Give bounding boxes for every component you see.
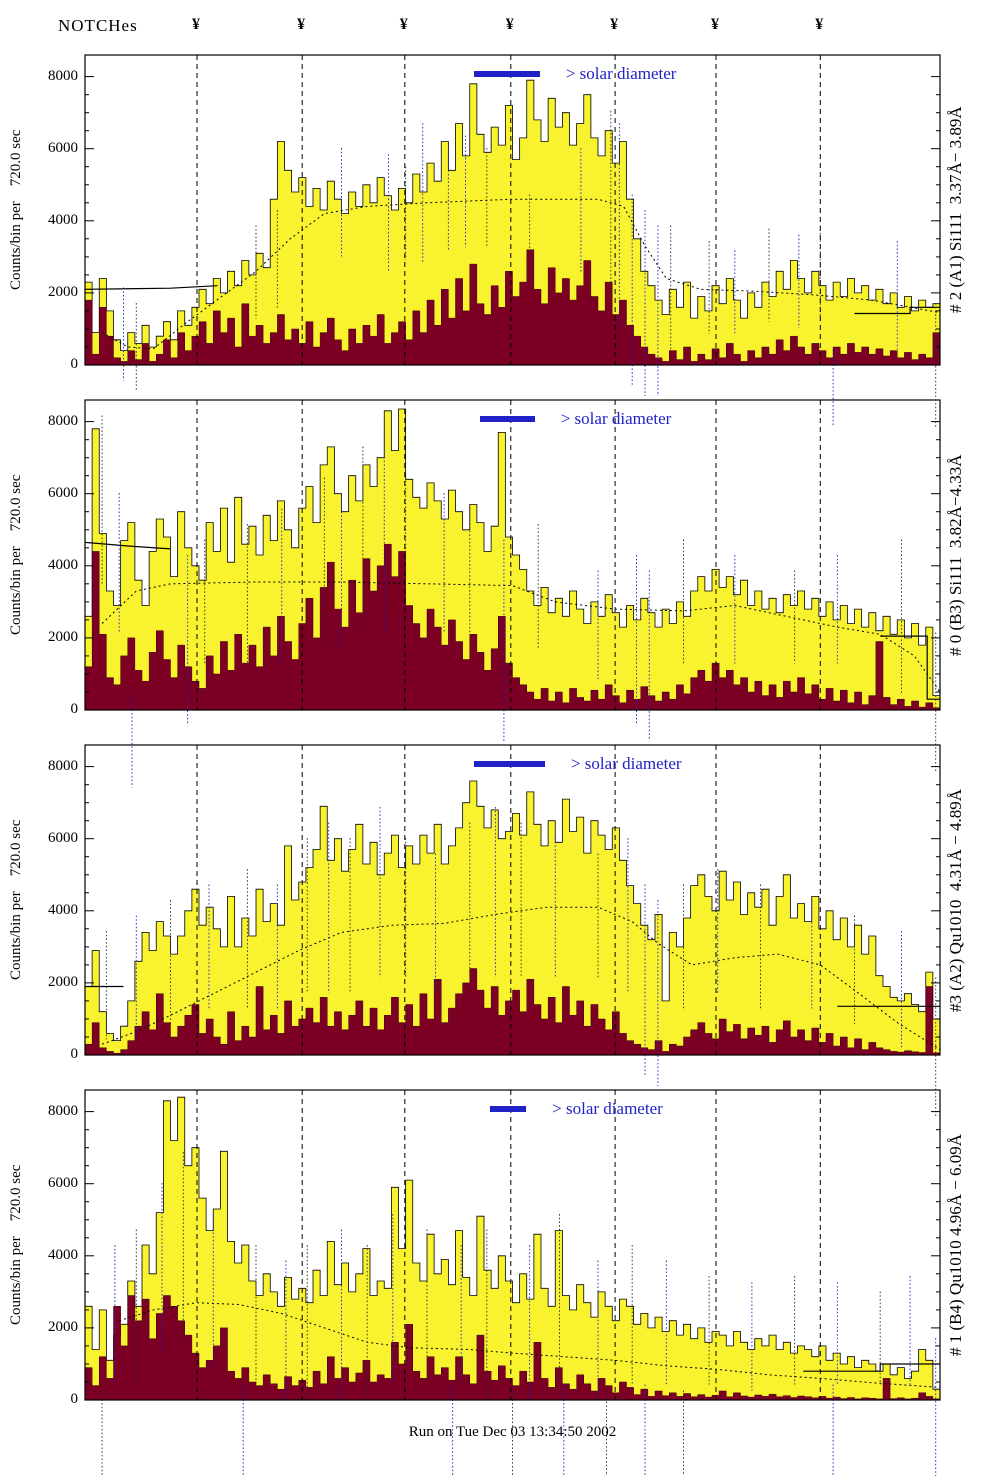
y-tick-label: 0 <box>70 356 79 372</box>
y-tick-label: 6000 <box>48 484 78 501</box>
background-solid-line <box>880 635 940 700</box>
solar-diameter-legend: > solar diameter <box>474 754 682 774</box>
solar-diameter-legend: > solar diameter <box>474 64 676 84</box>
y-axis-title: Counts/bin per 720.0 sec <box>8 129 24 291</box>
y-tick-label: 0 <box>70 1391 79 1407</box>
y-tick-label: 4000 <box>48 211 78 228</box>
plot-border <box>84 744 941 1056</box>
model-dotted-line <box>101 198 941 350</box>
yellow-histogram <box>84 780 941 1056</box>
darkred-histogram <box>84 249 941 366</box>
y-tick-label: 2000 <box>48 1318 78 1335</box>
y-tick-label: 4000 <box>48 1246 78 1263</box>
y-tick-label: 8000 <box>48 67 78 84</box>
solar-diameter-bar <box>474 761 545 767</box>
y-axis-title: Counts/bin per 720.0 sec <box>8 1164 24 1326</box>
channel-label: # 0 (B3) Si111 3.82Å−4.33Å <box>946 454 965 656</box>
y-tick-label: 6000 <box>48 829 78 846</box>
background-solid-line <box>854 306 940 315</box>
y-tick-label: 6000 <box>48 1174 78 1191</box>
y-tick-label: 0 <box>70 701 79 717</box>
background-solid-line <box>84 541 171 550</box>
panel-a1: Counts/bin per 720.0 sec > solar diamete… <box>0 54 1004 435</box>
run-timestamp: Run on Tue Dec 03 13:34:50 2002 <box>408 1424 617 1440</box>
notch-symbol: ¥ <box>399 16 408 33</box>
y-axis-title: Counts/bin per 720.0 sec <box>8 819 24 981</box>
model-dotted-line <box>101 906 941 1051</box>
notch-symbol: ¥ <box>505 16 514 33</box>
background-solid-line <box>803 1363 940 1372</box>
model-dotted-line <box>119 1302 941 1388</box>
notches-header: NOTCHes ¥ ¥ ¥ ¥ ¥ ¥ ¥ <box>0 16 1004 42</box>
background-solid-line <box>84 285 218 290</box>
solar-diameter-bar <box>474 71 540 77</box>
y-tick-label: 8000 <box>48 412 78 429</box>
channel-label: #3 (A2) Qu1010 4.31Å − 4.89Å <box>946 788 965 1012</box>
solar-diameter-label: > solar diameter <box>560 409 672 428</box>
yellow-histogram <box>84 79 941 366</box>
yellow-histogram <box>84 1096 941 1401</box>
y-tick-label: 2000 <box>48 973 78 990</box>
notch-symbol: ¥ <box>610 16 619 33</box>
y-tick-label: 8000 <box>48 1102 78 1119</box>
solar-diameter-legend: > solar diameter <box>480 409 671 429</box>
notch-symbol: ¥ <box>815 16 824 33</box>
notch-symbol: ¥ <box>192 16 200 33</box>
plot-border <box>84 399 941 711</box>
panel-b4: Counts/bin per 720.0 sec > solar diamete… <box>0 1089 1004 1476</box>
channel-label: # 1 (B4) Qu1010 4.96Å − 6.09Å <box>946 1133 965 1357</box>
plot-area-a1 <box>84 54 941 427</box>
y-tick-label: 2000 <box>48 628 78 645</box>
y-tick-label: 6000 <box>48 139 78 156</box>
y-tick-label: 0 <box>70 1046 79 1062</box>
y-tick-label: 2000 <box>48 283 78 300</box>
solar-diameter-label: > solar diameter <box>570 754 682 773</box>
plot-area-b4 <box>84 1089 941 1476</box>
panel-b3: Counts/bin per 720.0 sec > solar diamete… <box>0 399 1004 788</box>
y-axis-title: Counts/bin per 720.0 sec <box>8 474 24 636</box>
darkred-histogram <box>84 543 941 711</box>
solar-diameter-bar <box>490 1106 527 1112</box>
notch-symbol: ¥ <box>710 16 719 33</box>
model-dotted-line <box>101 581 941 693</box>
solar-diameter-label: > solar diameter <box>565 64 677 83</box>
y-tick-label: 4000 <box>48 901 78 918</box>
channel-label: # 2 (A1) Si111 3.37Å− 3.89Å <box>946 106 965 314</box>
notches-label: NOTCHes <box>58 16 138 35</box>
darkred-histogram <box>84 968 941 1056</box>
plot-area-b3 <box>84 399 941 788</box>
panel-a2: Counts/bin per 720.0 sec > solar diamete… <box>0 744 1004 1125</box>
plot-border <box>84 1089 941 1401</box>
notch-symbol: ¥ <box>297 16 306 33</box>
solar-diameter-legend: > solar diameter <box>490 1099 663 1119</box>
y-tick-label: 4000 <box>48 556 78 573</box>
y-tick-label: 8000 <box>48 757 78 774</box>
solar-diameter-label: > solar diameter <box>552 1099 663 1118</box>
solar-diameter-bar <box>480 416 535 422</box>
plot-border <box>84 54 941 366</box>
plot-area-a2 <box>84 744 941 1117</box>
